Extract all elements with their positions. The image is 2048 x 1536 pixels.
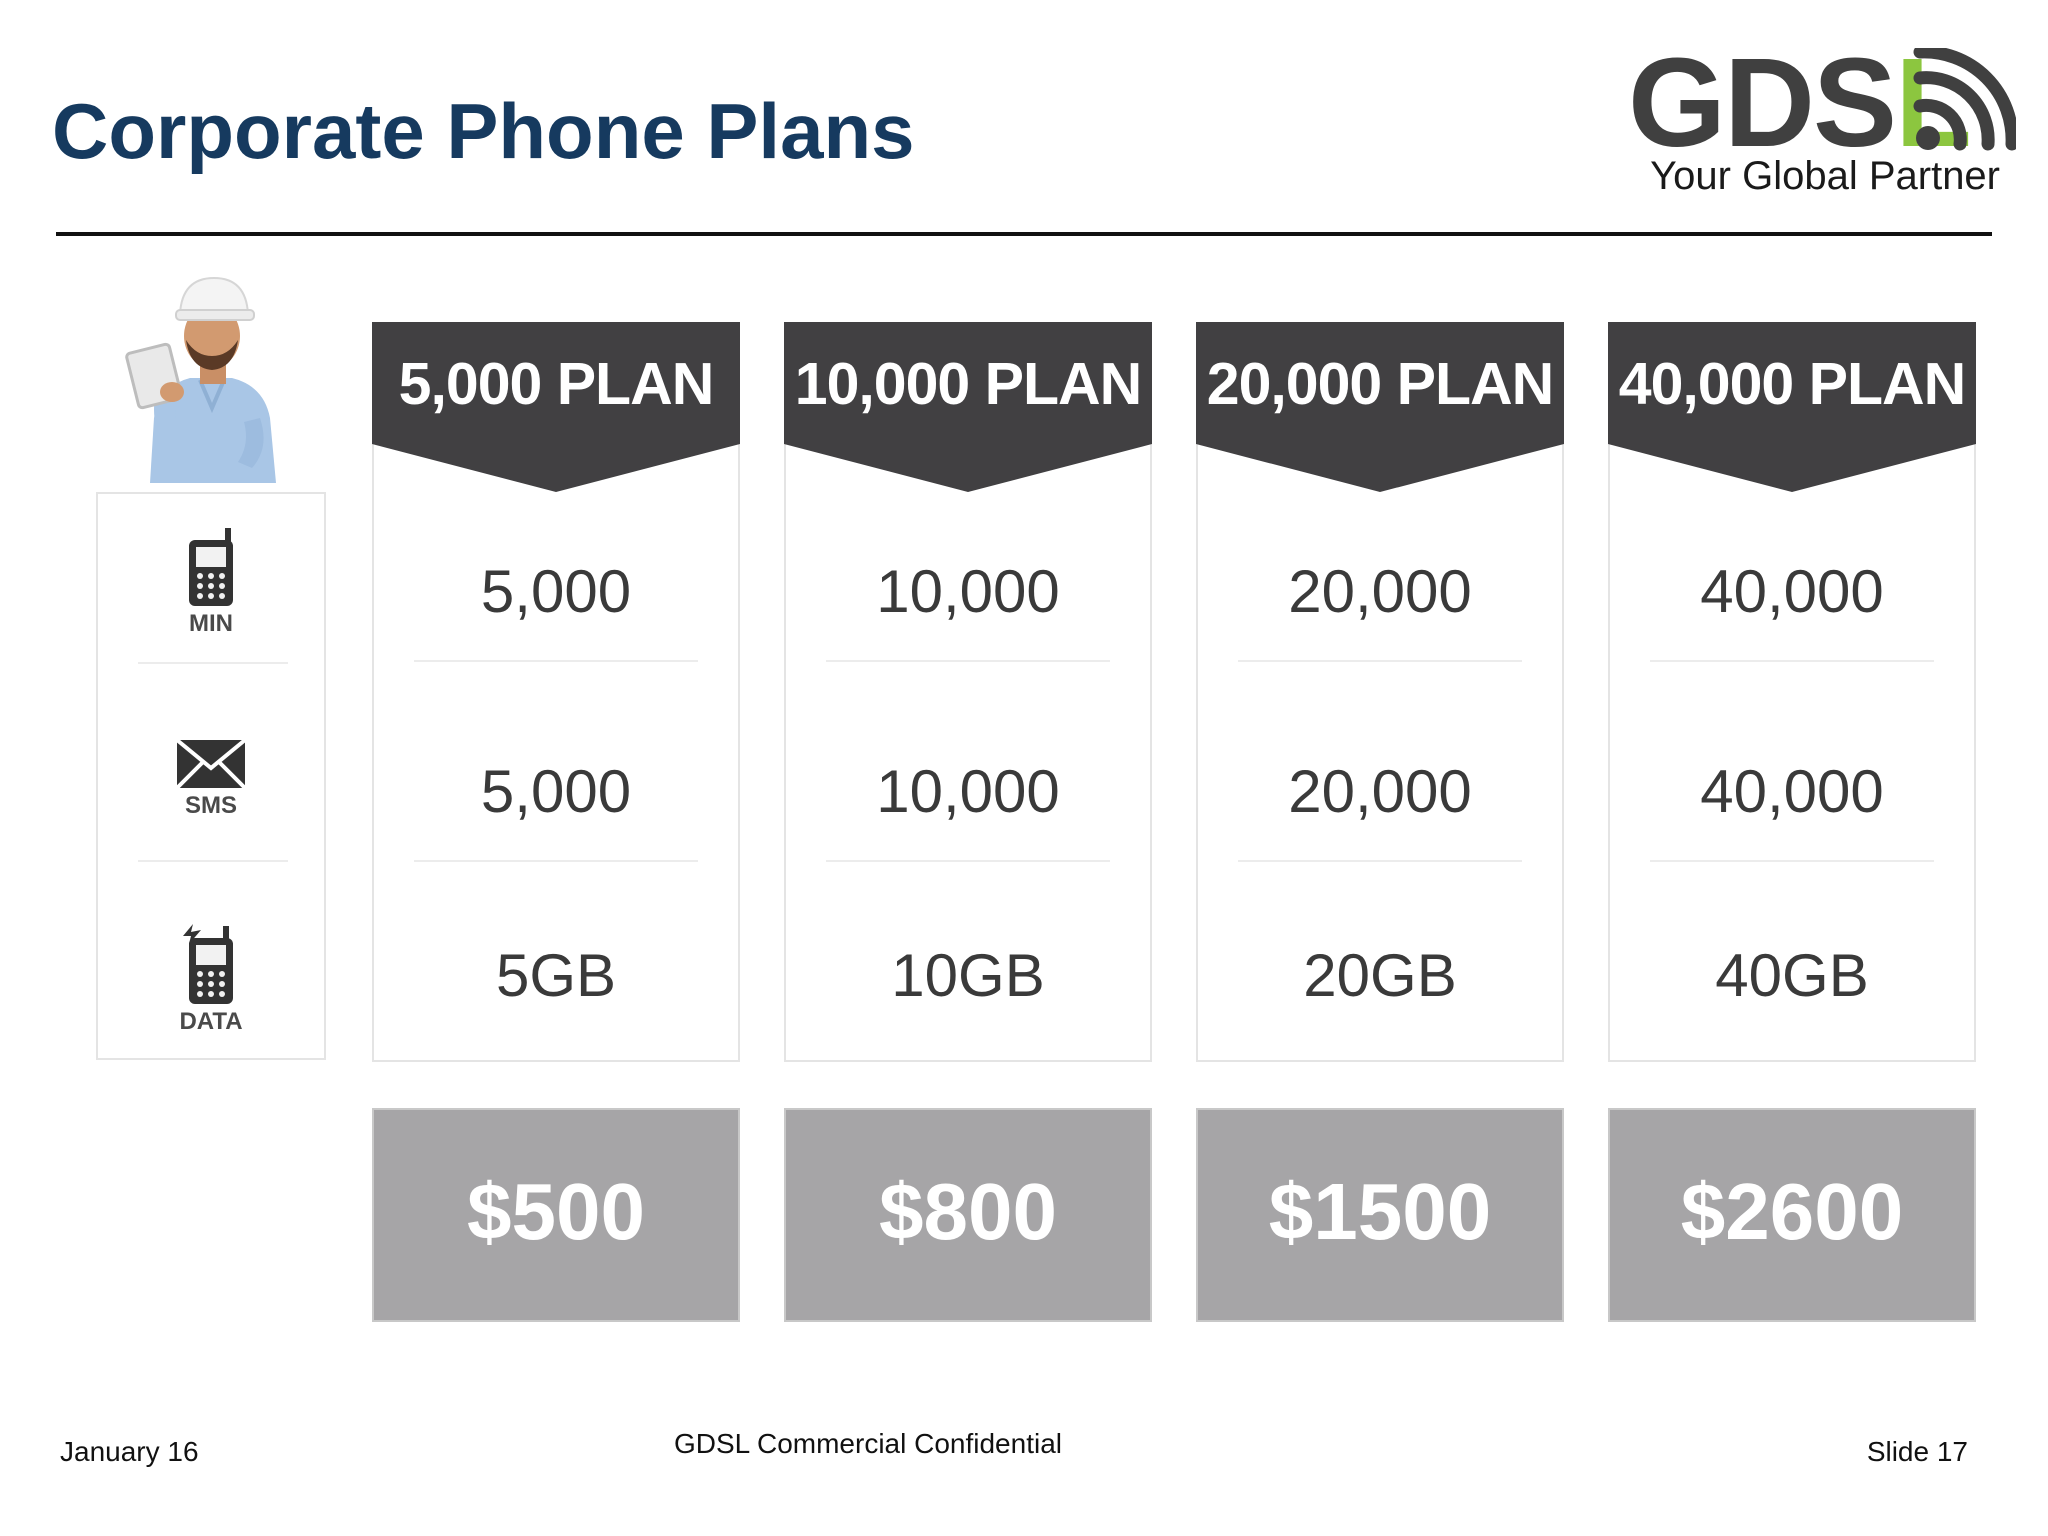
plan-name: 40,000 PLAN: [1618, 351, 1966, 417]
plan-header: 10,000 PLAN: [784, 322, 1152, 492]
feature-data: DATA: [98, 922, 324, 1036]
feature-sms: SMS: [98, 738, 324, 820]
logo-brand-main: GDS: [1628, 32, 1897, 173]
plan-divider: [1650, 860, 1934, 862]
plan-minutes: 20,000: [1288, 558, 1472, 625]
plan-price: $2600: [1680, 1167, 1904, 1256]
footer-slide-number: Slide 17: [1866, 1436, 1968, 1467]
footer-confidential: GDSL Commercial Confidential: [674, 1428, 1062, 1459]
feature-label-sms: SMS: [184, 792, 237, 819]
envelope-icon: [175, 738, 247, 790]
price-box-10000: $800: [784, 1108, 1152, 1322]
plan-price: $500: [467, 1167, 645, 1256]
plan-sms: 5,000: [480, 758, 632, 825]
plan-divider: [1650, 660, 1934, 662]
feature-divider: [138, 860, 288, 862]
plan-sms: 10,000: [876, 758, 1060, 825]
plan-price: $1500: [1268, 1167, 1492, 1256]
plan-name: 10,000 PLAN: [794, 351, 1142, 417]
price-box-20000: $1500: [1196, 1108, 1564, 1322]
plan-data: 10GB: [891, 942, 1045, 1009]
plan-divider: [414, 660, 698, 662]
plan-card-10000: 10,000 PLAN 10,000 10,000 10GB: [784, 322, 1152, 1062]
plan-divider: [826, 860, 1110, 862]
slide-title: Corporate Phone Plans: [52, 87, 915, 175]
plan-minutes: 10,000: [876, 558, 1060, 625]
plan-header: 40,000 PLAN: [1608, 322, 1976, 492]
company-logo: GDSL Your Global Partner: [1620, 40, 2020, 200]
plan-data: 5GB: [495, 942, 617, 1009]
plan-card-20000: 20,000 PLAN 20,000 20,000 20GB: [1196, 322, 1564, 1062]
feature-column: MIN SMS DATA: [96, 492, 326, 1060]
price-box-40000: $2600: [1608, 1108, 1976, 1322]
plan-sms: 40,000: [1700, 758, 1884, 825]
plan-data: 20GB: [1303, 942, 1457, 1009]
plan-divider: [1238, 860, 1522, 862]
plan-divider: [826, 660, 1110, 662]
feature-label-data: DATA: [179, 1008, 243, 1035]
mobile-data-icon: [183, 924, 233, 1004]
plan-name: 20,000 PLAN: [1206, 351, 1554, 417]
plan-divider: [414, 860, 698, 862]
mobile-phone-icon: [189, 528, 233, 606]
wifi-signal-icon: [1913, 48, 2016, 151]
title-divider: [56, 232, 1992, 236]
plan-minutes: 5,000: [480, 558, 632, 625]
feature-label-minutes: MIN: [189, 610, 233, 637]
plan-data: 40GB: [1715, 942, 1869, 1009]
plan-header-banner: [784, 322, 1152, 492]
plan-header-banner: [1608, 322, 1976, 492]
plan-card-5000: 5,000 PLAN 5,000 5,000 5GB: [372, 322, 740, 1062]
plan-minutes: 40,000: [1700, 558, 1884, 625]
logo-tagline: Your Global Partner: [1650, 154, 2000, 198]
plan-name: 5,000 PLAN: [398, 351, 715, 417]
price-box-5000: $500: [372, 1108, 740, 1322]
feature-minutes: MIN: [98, 528, 324, 638]
plan-header: 20,000 PLAN: [1196, 322, 1564, 492]
feature-divider: [138, 662, 288, 664]
plan-header: 5,000 PLAN: [372, 322, 740, 492]
engineer-with-tablet-image: [125, 276, 276, 483]
plan-divider: [1238, 660, 1522, 662]
plan-header-banner: [1196, 322, 1564, 492]
plan-header-banner: [372, 322, 740, 492]
footer-date: January 16: [60, 1436, 199, 1467]
plan-price: $800: [879, 1167, 1057, 1256]
plan-sms: 20,000: [1288, 758, 1472, 825]
plan-card-40000: 40,000 PLAN 40,000 40,000 40GB: [1608, 322, 1976, 1062]
